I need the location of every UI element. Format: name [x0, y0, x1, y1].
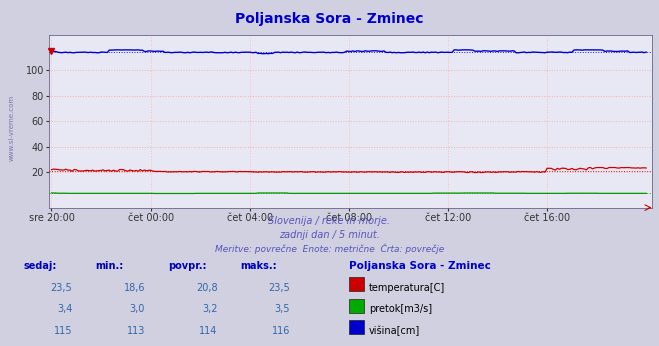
Text: 3,4: 3,4	[57, 304, 72, 314]
Text: min.:: min.:	[96, 261, 124, 271]
Text: 116: 116	[272, 326, 290, 336]
Text: Meritve: povrečne  Enote: metrične  Črta: povrečje: Meritve: povrečne Enote: metrične Črta: …	[215, 244, 444, 254]
Text: 113: 113	[127, 326, 145, 336]
Text: Poljanska Sora - Zminec: Poljanska Sora - Zminec	[235, 12, 424, 26]
Text: pretok[m3/s]: pretok[m3/s]	[369, 304, 432, 314]
Text: višina[cm]: višina[cm]	[369, 326, 420, 336]
Text: sedaj:: sedaj:	[23, 261, 57, 271]
Text: temperatura[C]: temperatura[C]	[369, 283, 445, 293]
Text: 23,5: 23,5	[268, 283, 290, 293]
Text: Poljanska Sora - Zminec: Poljanska Sora - Zminec	[349, 261, 491, 271]
Text: 3,0: 3,0	[130, 304, 145, 314]
Text: www.si-vreme.com: www.si-vreme.com	[9, 95, 15, 161]
Text: maks.:: maks.:	[241, 261, 277, 271]
Text: 23,5: 23,5	[51, 283, 72, 293]
Text: 3,2: 3,2	[202, 304, 217, 314]
Text: 114: 114	[199, 326, 217, 336]
Text: 115: 115	[54, 326, 72, 336]
Text: Slovenija / reke in morje.: Slovenija / reke in morje.	[268, 216, 391, 226]
Text: povpr.:: povpr.:	[168, 261, 206, 271]
Text: 3,5: 3,5	[274, 304, 290, 314]
Text: 18,6: 18,6	[123, 283, 145, 293]
Text: zadnji dan / 5 minut.: zadnji dan / 5 minut.	[279, 230, 380, 240]
Text: 20,8: 20,8	[196, 283, 217, 293]
